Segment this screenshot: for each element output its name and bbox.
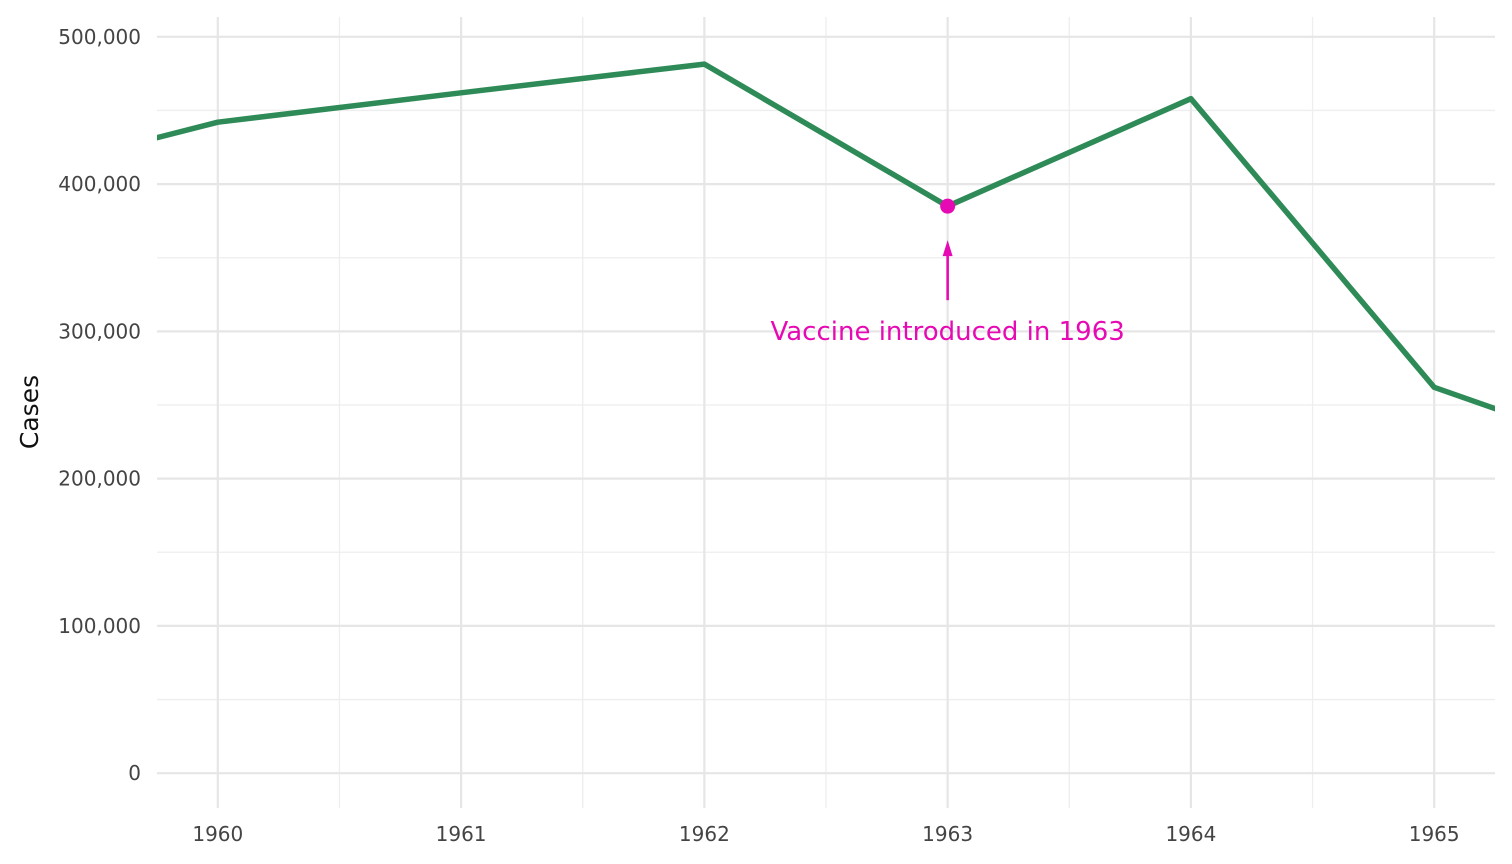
x-tick-label: 1961: [436, 822, 487, 846]
x-tick-label: 1963: [922, 822, 973, 846]
y-axis-title: Cases: [15, 375, 44, 449]
y-tick-label: 300,000: [58, 319, 141, 343]
y-tick-label: 200,000: [58, 467, 141, 491]
y-tick-label: 100,000: [58, 614, 141, 638]
x-tick-label: 1965: [1409, 822, 1460, 846]
y-tick-label: 500,000: [58, 25, 141, 49]
annotation-arrow-head: [942, 240, 953, 257]
minor-gridlines: [157, 17, 1495, 808]
x-tick-label: 1962: [679, 822, 730, 846]
y-tick-label: 400,000: [58, 172, 141, 196]
x-axis-tick-labels: 1960 1961 1962 1963 1964 1965: [192, 822, 1459, 846]
y-axis-tick-labels: 0 100,000 200,000 300,000 400,000 500,000: [58, 25, 141, 785]
x-tick-label: 1960: [192, 822, 243, 846]
series-line: [157, 61, 1495, 412]
annotation-layer: Vaccine introduced in 1963: [770, 198, 1125, 347]
highlight-point-1963: [940, 198, 956, 214]
y-tick-label: 0: [128, 761, 141, 785]
major-gridlines: [157, 17, 1495, 808]
annotation-label: Vaccine introduced in 1963: [770, 317, 1124, 347]
x-tick-label: 1964: [1165, 822, 1216, 846]
series-layer: [157, 61, 1495, 412]
